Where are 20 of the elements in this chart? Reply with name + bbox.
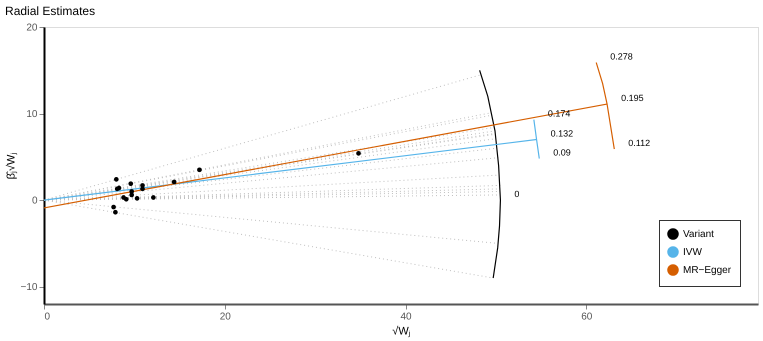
y-tick-label: −10: [20, 282, 38, 294]
x-tick-label: 60: [581, 312, 593, 322]
annotation: 0.112: [628, 138, 650, 148]
x-tick-label: 40: [400, 312, 412, 322]
legend-label: Variant: [683, 229, 714, 240]
chart-title: Radial Estimates: [5, 4, 96, 18]
x-tick-label: 0: [44, 312, 50, 322]
legend-label: MR−Egger: [683, 265, 732, 276]
annotation: 0.132: [550, 128, 574, 139]
annotation: 0.278: [610, 51, 633, 62]
y-tick-label: 10: [26, 109, 38, 120]
y-axis-title: β̂ⱼ√Wⱼ: [6, 152, 18, 180]
x-tick-label: 20: [220, 312, 232, 322]
annotation: 0.09: [553, 148, 571, 158]
y-tick-label: 0: [32, 196, 38, 207]
x-axis-title: √Wⱼ: [392, 326, 411, 338]
y-tick-label: 20: [26, 22, 38, 34]
annotation: 0.195: [621, 93, 644, 104]
annotation: 0: [514, 189, 520, 200]
legend-label: IVW: [683, 247, 702, 258]
